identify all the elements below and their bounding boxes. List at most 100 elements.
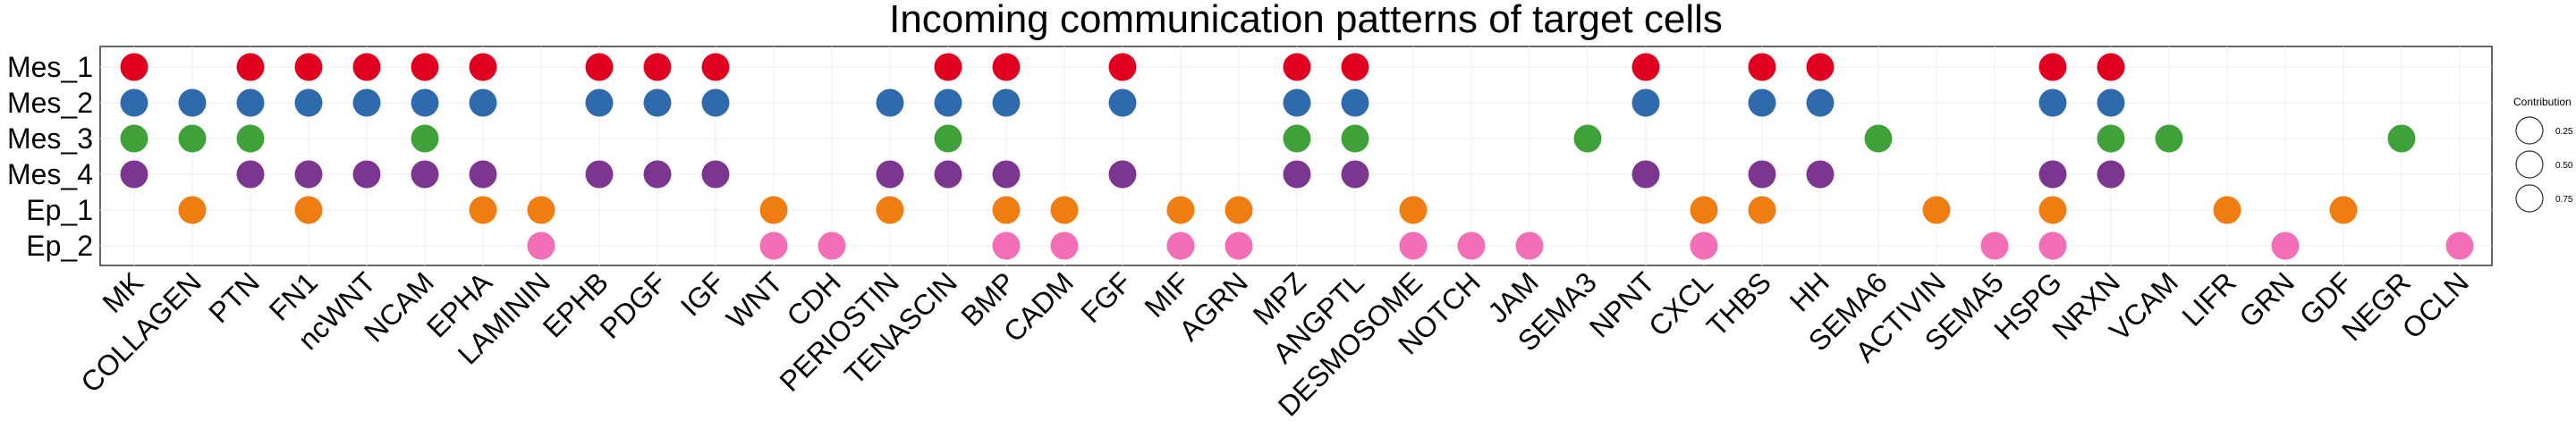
dot-Mes_4-TENASCIN [934, 160, 962, 189]
dot-Mes_1-THBS [1748, 53, 1776, 81]
dot-Mes_2-TENASCIN [934, 88, 962, 117]
dot-Ep_2-GRN [2271, 231, 2300, 260]
dot-Ep_2-HSPG [2038, 231, 2067, 260]
dot-Mes_1-TENASCIN [934, 53, 962, 81]
dot-Mes_3-VCAM [2155, 124, 2183, 153]
dot-Mes_1-BMP [992, 53, 1021, 81]
x-tick-label: LIFR [2175, 265, 2241, 332]
dot-Ep_1-ACTIVIN [1922, 196, 1951, 224]
dot-Mes_4-NRXN [2097, 160, 2125, 189]
dot-Ep_2-MIF [1166, 231, 1195, 260]
dot-Ep_1-GDF [2329, 196, 2358, 224]
dot-Mes_2-BMP [992, 88, 1021, 117]
x-tick-label: OCLN [2396, 265, 2475, 344]
dot-Mes_4-PERIOSTIN [876, 160, 904, 189]
dot-Mes_1-NCAM [411, 53, 439, 81]
dot-Mes_2-THBS [1748, 88, 1776, 117]
legend-key-label: 0.25 [2555, 127, 2573, 137]
dot-Mes_2-ANGPTL [1341, 88, 1369, 117]
dot-Mes_1-MK [120, 53, 148, 81]
data-points [120, 53, 2474, 260]
chart-title: Incoming communication patterns of targe… [889, 0, 1723, 41]
plot-panel [99, 46, 2493, 266]
dot-Mes_4-NCAM [411, 160, 439, 189]
dot-Mes_3-MK [120, 124, 148, 153]
x-tick-label: CXCL [1642, 265, 1719, 342]
dot-Mes_1-NPNT [1631, 53, 1660, 81]
y-tick-label: Ep_1 [26, 194, 93, 226]
y-tick-label: Mes_2 [7, 87, 93, 119]
legend-key-circle [2515, 184, 2544, 213]
dot-Ep_1-MIF [1166, 196, 1195, 224]
dot-Mes_3-NEGR [2387, 124, 2416, 153]
legend-title: Contribution [2513, 96, 2572, 108]
x-tick-label: GRN [2233, 265, 2301, 333]
dot-Mes_2-EPHB [585, 88, 614, 117]
dot-Mes_1-EPHB [585, 53, 614, 81]
dot-Mes_3-ANGPTL [1341, 124, 1369, 153]
dot-Mes_2-FN1 [294, 88, 323, 117]
dot-Ep_1-CADM [1050, 196, 1079, 224]
dot-Ep_1-DESMOSOME [1399, 196, 1428, 224]
dot-Ep_2-CDH [818, 231, 846, 260]
dot-Mes_4-EPHA [469, 160, 497, 189]
dot-Ep_1-AGRN [1224, 196, 1253, 224]
legend-key-circle [2515, 116, 2544, 145]
dot-Mes_4-PDGF [643, 160, 672, 189]
legend-key-circle [2515, 150, 2544, 179]
dot-Mes_4-ANGPTL [1341, 160, 1369, 189]
dot-Ep_1-HSPG [2038, 196, 2067, 224]
dot-Mes_4-PTN [236, 160, 265, 189]
dot-Mes_1-NRXN [2097, 53, 2125, 81]
dot-Mes_2-NCAM [411, 88, 439, 117]
legend-key-label: 0.50 [2555, 161, 2573, 171]
y-tick-label: Mes_3 [7, 122, 93, 155]
dot-Ep_1-LIFR [2213, 196, 2241, 224]
dot-Mes_1-PTN [236, 53, 265, 81]
dot-Mes_2-IGF [701, 88, 730, 117]
dot-Mes_4-EPHB [585, 160, 614, 189]
dot-Mes_1-ncWNT [352, 53, 381, 81]
dot-Mes_1-HH [1806, 53, 1835, 81]
dot-Mes_2-COLLAGEN [178, 88, 207, 117]
x-tick-label: FGF [1074, 265, 1138, 329]
dot-Mes_4-HSPG [2038, 160, 2067, 189]
dot-Ep_2-BMP [992, 231, 1021, 260]
dot-Mes_1-FN1 [294, 53, 323, 81]
dot-Ep_2-OCLN [2445, 231, 2474, 260]
dot-Ep_2-WNT [759, 231, 788, 260]
dot-Mes_1-FGF [1108, 53, 1137, 81]
dot-Mes_4-MPZ [1283, 160, 1311, 189]
dot-Ep_2-JAM [1515, 231, 1544, 260]
dot-Mes_4-MK [120, 160, 148, 189]
x-axis-labels: MKCOLLAGENPTNFN1ncWNTNCAMEPHALAMININEPHB… [74, 265, 2475, 423]
dot-Mes_4-BMP [992, 160, 1021, 189]
dot-Mes_4-THBS [1748, 160, 1776, 189]
dot-Mes_4-NPNT [1631, 160, 1660, 189]
dot-Mes_2-PERIOSTIN [876, 88, 904, 117]
y-tick-label: Mes_1 [7, 51, 93, 83]
dot-Ep_2-NOTCH [1457, 231, 1486, 260]
dot-Ep_2-AGRN [1224, 231, 1253, 260]
dot-Mes_1-IGF [701, 53, 730, 81]
dot-Mes_3-PTN [236, 124, 265, 153]
dot-Mes_2-MPZ [1283, 88, 1311, 117]
x-tick-label: WNT [720, 265, 789, 334]
dot-Ep_1-EPHA [469, 196, 497, 224]
dot-Mes_1-ANGPTL [1341, 53, 1369, 81]
y-tick-label: Ep_2 [26, 230, 93, 262]
dot-Mes_2-HH [1806, 88, 1835, 117]
dot-Mes_4-FN1 [294, 160, 323, 189]
dot-Mes_2-ncWNT [352, 88, 381, 117]
dot-Mes_2-PTN [236, 88, 265, 117]
dot-Mes_1-EPHA [469, 53, 497, 81]
dot-Mes_4-FGF [1108, 160, 1137, 189]
dot-Ep_1-CXCL [1690, 196, 1718, 224]
dot-Mes_2-FGF [1108, 88, 1137, 117]
dot-Mes_1-MPZ [1283, 53, 1311, 81]
dot-Ep_2-DESMOSOME [1399, 231, 1428, 260]
dot-Ep_1-BMP [992, 196, 1021, 224]
dot-Mes_3-COLLAGEN [178, 124, 207, 153]
